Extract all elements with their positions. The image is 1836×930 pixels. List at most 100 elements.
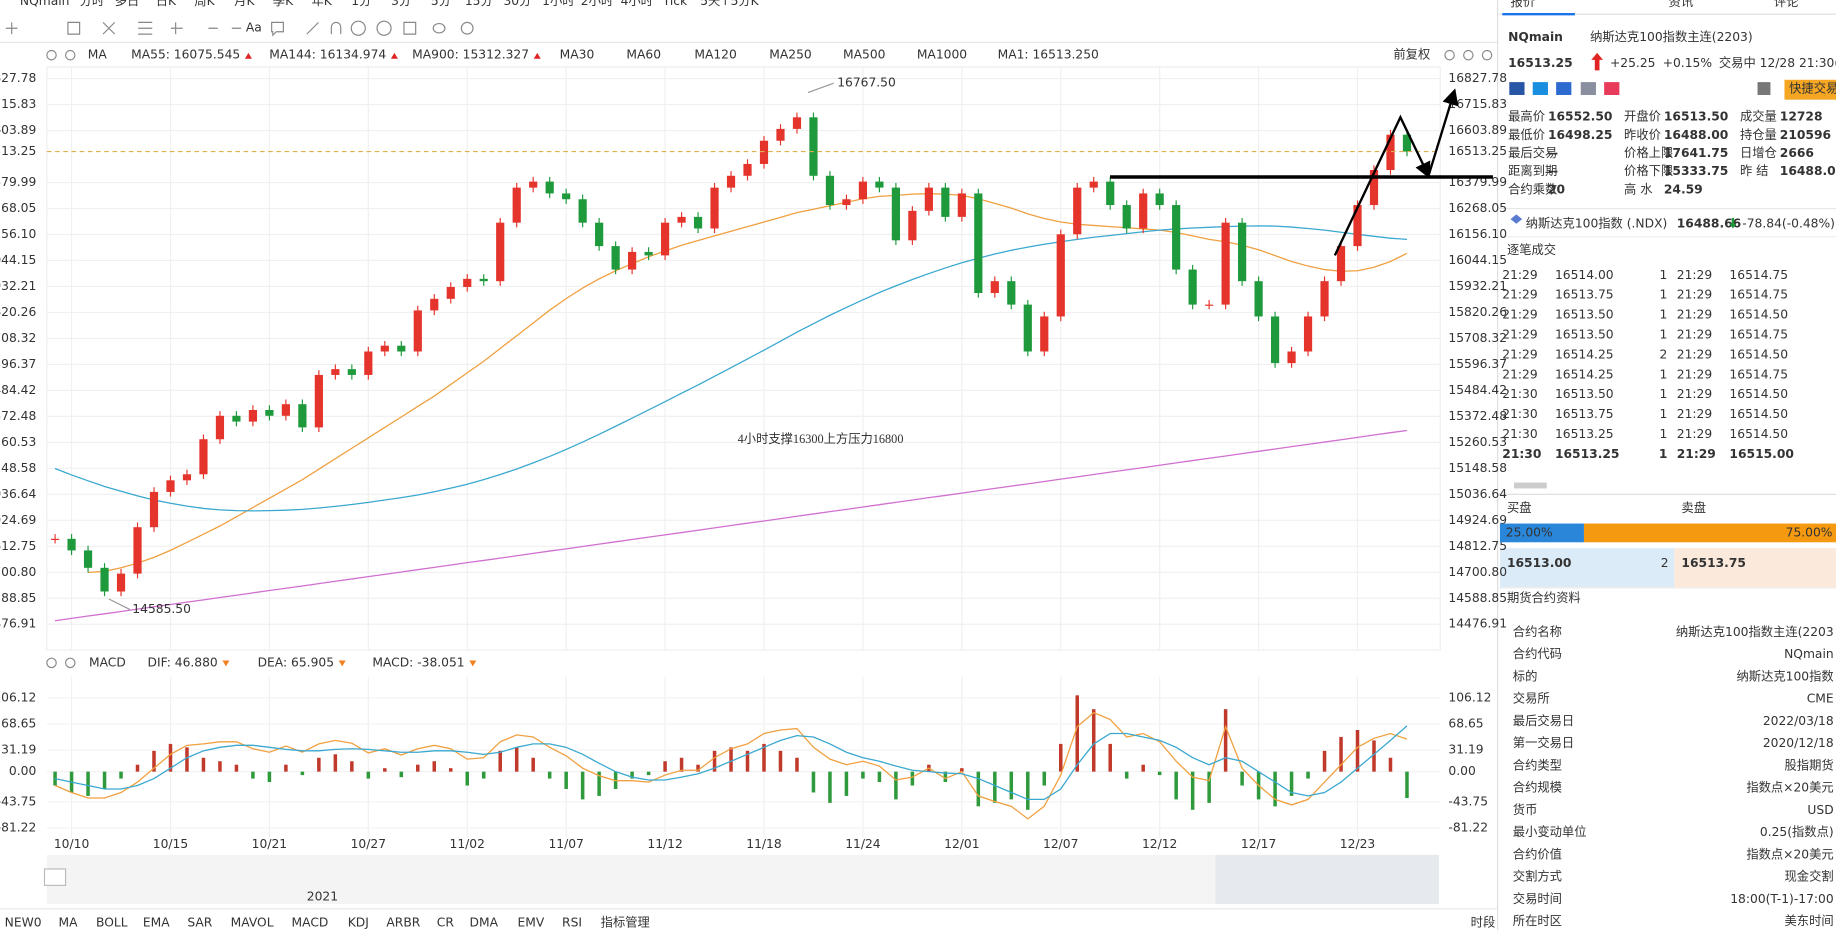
- stat-label: 昨收价: [1624, 128, 1661, 142]
- period-tab[interactable]: 15分: [465, 0, 493, 8]
- y-tick-label: 15820.26: [1448, 305, 1507, 319]
- contract-label: 交割方式: [1513, 869, 1562, 884]
- candle: [133, 527, 142, 574]
- period-tab[interactable]: 月K: [234, 0, 255, 8]
- period-tab[interactable]: 多日: [115, 0, 140, 8]
- index-name: 纳斯达克100指数 (.NDX): [1526, 215, 1668, 230]
- indicator-tab[interactable]: EMA: [143, 915, 170, 929]
- indicator-tab[interactable]: MAVOL: [231, 915, 274, 929]
- period-tab[interactable]: 周K: [194, 0, 215, 8]
- contract-value: 股指期货: [1785, 757, 1834, 772]
- indicator-tab[interactable]: ARBR: [386, 915, 420, 929]
- indicator-tab[interactable]: 指标管理: [601, 914, 650, 929]
- candle: [50, 538, 60, 540]
- candle: [314, 374, 323, 428]
- panel-tab[interactable]: 资讯: [1669, 0, 1694, 9]
- indicator-tab[interactable]: NEW0: [5, 915, 42, 929]
- legend-entry: MA60: [626, 48, 661, 62]
- indicator-tab[interactable]: RSI: [562, 915, 582, 929]
- indicator-line: [54, 429, 1408, 622]
- contract-value: 指数点×20美元: [1746, 780, 1833, 795]
- macd-bar: [251, 771, 255, 779]
- y-tick-label: -43.75: [0, 795, 36, 809]
- indicator-tab[interactable]: EMV: [518, 915, 545, 929]
- indicator-tab[interactable]: MA: [59, 915, 79, 929]
- candle: [957, 193, 966, 217]
- high-label: 16767.50: [837, 76, 896, 90]
- period-tab[interactable]: 5分: [431, 0, 451, 8]
- y-tick-label: 14812.75: [0, 539, 36, 553]
- contract-value: 现金交割: [1785, 869, 1834, 884]
- candle: [1270, 316, 1280, 364]
- candle: [974, 193, 983, 294]
- candle: [1172, 205, 1181, 270]
- contract-value: 纳斯达克100指数: [1737, 668, 1834, 683]
- indicator-title: MA: [88, 48, 108, 62]
- bid-price: 16513.00: [1507, 556, 1571, 570]
- y-tick-label: 14588.85: [0, 591, 36, 605]
- trade-qty: 1: [1660, 367, 1668, 381]
- legend-entry: MA144: 16134.974: [269, 48, 386, 62]
- stat-value: 16513.50: [1664, 110, 1728, 124]
- y-tick-label: 14924.69: [1448, 513, 1507, 527]
- font-button[interactable]: Aa: [246, 21, 262, 35]
- indicator-tab[interactable]: BOLL: [96, 915, 128, 929]
- indicator-tab[interactable]: MACD: [292, 915, 329, 929]
- macd-bar: [1388, 757, 1393, 772]
- period-tab[interactable]: 3分: [391, 0, 411, 8]
- stat-value: 17641.75: [1664, 146, 1728, 160]
- indicator-tab[interactable]: SAR: [187, 915, 212, 929]
- contract-label: 标的: [1513, 668, 1538, 683]
- trade-time: 21:29: [1502, 268, 1537, 282]
- period-tab[interactable]: 分时: [80, 0, 105, 8]
- contract-value: 18:00(T-1)-17:00: [1730, 892, 1833, 906]
- macd-bar: [861, 771, 865, 779]
- period-tab[interactable]: Tick: [662, 0, 688, 8]
- indicator-tab[interactable]: KDJ: [348, 915, 369, 929]
- x-tick-label: 11/24: [845, 837, 881, 851]
- period-tab[interactable]: 季K: [273, 0, 294, 8]
- period-tab[interactable]: 5天↑5分K: [700, 0, 759, 8]
- y-tick-label: 16715.83: [1448, 97, 1507, 111]
- trade-price: 16513.50: [1555, 308, 1614, 322]
- trade-qty: 1: [1660, 407, 1668, 421]
- period-tab[interactable]: 2小时: [581, 0, 613, 8]
- trade-qty: 1: [1659, 447, 1668, 461]
- candle: [562, 193, 571, 200]
- indicator-tab[interactable]: DMA: [470, 915, 499, 929]
- y-tick-label: 16603.89: [1448, 123, 1507, 137]
- panel-tab[interactable]: 评论: [1774, 0, 1799, 9]
- adjust-button[interactable]: 前复权: [1393, 47, 1430, 62]
- y-tick-label: 15148.58: [0, 461, 36, 475]
- period-button[interactable]: 时段: [1471, 914, 1496, 929]
- macd-bar: [1405, 771, 1409, 799]
- macd-bar: [679, 757, 684, 772]
- stat-label: 成交量: [1740, 109, 1777, 124]
- candle: [215, 415, 225, 440]
- contract-value: 0.25(指数点): [1760, 824, 1834, 839]
- x-tick-label: 12/17: [1241, 837, 1276, 851]
- candle: [1205, 304, 1214, 306]
- period-tab[interactable]: 4小时: [621, 0, 653, 8]
- indicator-tab[interactable]: CR: [437, 915, 455, 929]
- candle: [1369, 169, 1379, 206]
- contract-value: 2022/03/18: [1763, 714, 1834, 728]
- period-tab[interactable]: 1分: [351, 0, 371, 8]
- macd-bar: [399, 771, 404, 778]
- period-tab[interactable]: 1小时: [542, 0, 574, 8]
- period-tab[interactable]: 30分: [503, 0, 531, 8]
- period-tab[interactable]: 日K: [156, 0, 177, 8]
- period-tab[interactable]: 年K: [311, 0, 332, 8]
- symbol-tab[interactable]: NQmain: [20, 0, 70, 8]
- macd-bar: [1157, 771, 1162, 776]
- candle: [875, 181, 884, 188]
- contract-label: 合约规模: [1513, 780, 1562, 795]
- trade-time: 21:29: [1502, 328, 1537, 342]
- panel-tab[interactable]: 报价: [1510, 0, 1535, 9]
- contract-label: 所在时区: [1513, 914, 1562, 928]
- macd-bar: [828, 771, 832, 803]
- legend-entry: DIF: 46.880: [148, 655, 218, 669]
- trade-price: 16513.50: [1555, 328, 1614, 342]
- quick-trade-button[interactable]: 快捷交易: [1789, 81, 1836, 96]
